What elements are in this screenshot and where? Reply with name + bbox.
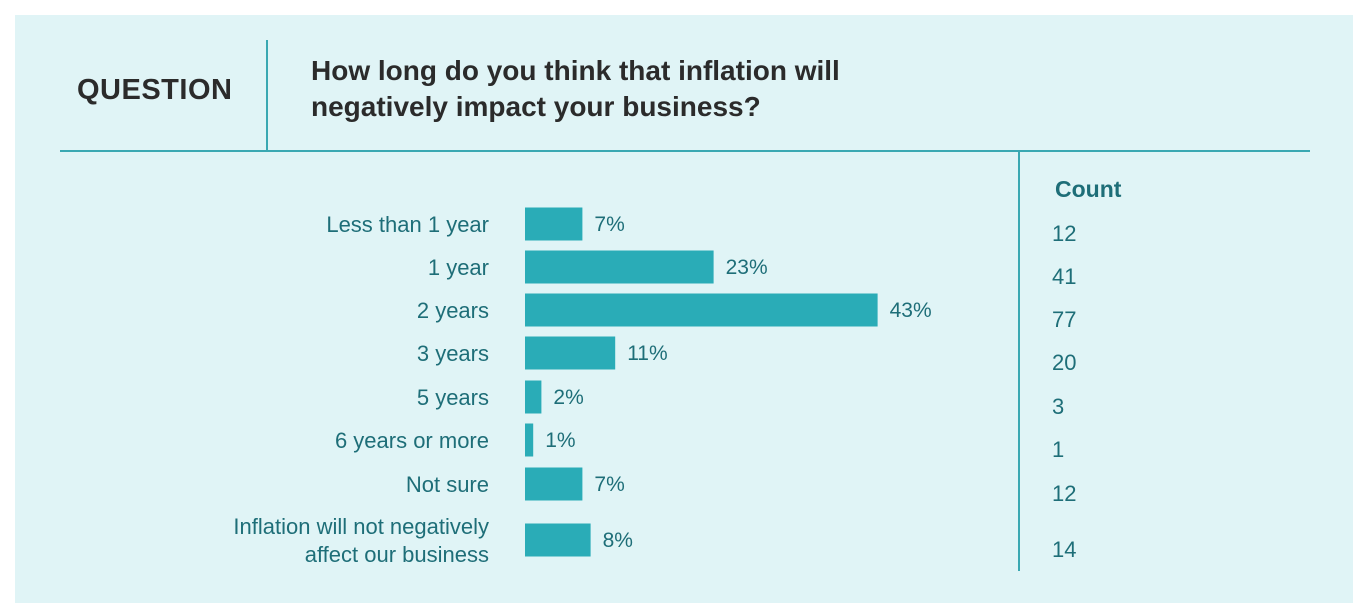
bar: [525, 250, 714, 284]
bar: [525, 336, 616, 370]
category-label: 1 year: [428, 255, 489, 280]
bar-value-label: 11%: [627, 342, 667, 365]
bar: [525, 523, 591, 557]
bar: [525, 293, 878, 327]
count-value: 3: [1052, 394, 1064, 419]
category-label: 3 years: [417, 341, 489, 366]
count-value: 12: [1052, 481, 1076, 506]
count-value: 20: [1052, 350, 1076, 375]
bar: [525, 380, 542, 414]
bar-value-label: 8%: [603, 529, 633, 552]
bar: [525, 423, 534, 457]
category-label: Less than 1 year: [326, 212, 489, 237]
bar-value-label: 43%: [890, 299, 932, 322]
count-value: 14: [1052, 537, 1076, 562]
count-value: 12: [1052, 221, 1076, 246]
question-text: How long do you think that inflation wil…: [311, 55, 840, 122]
category-label: 2 years: [417, 298, 489, 323]
count-value: 77: [1052, 307, 1076, 332]
bar-value-label: 1%: [545, 429, 575, 452]
bar-value-label: 2%: [553, 386, 583, 409]
question-label: QUESTION: [77, 74, 233, 106]
bar-value-label: 7%: [594, 473, 624, 496]
category-label: Inflation will not negatively: [233, 514, 489, 539]
count-value: 1: [1052, 437, 1064, 462]
header-rule: [60, 150, 1310, 152]
count-divider: [1018, 151, 1020, 571]
header-divider: [266, 40, 268, 152]
category-label: 6 years or more: [335, 428, 489, 453]
category-label: 5 years: [417, 385, 489, 410]
category-label: Not sure: [406, 472, 489, 497]
category-label: affect our business: [305, 542, 489, 567]
bar-value-label: 7%: [594, 213, 624, 236]
count-header: Count: [1055, 176, 1122, 202]
bar-value-label: 23%: [726, 256, 768, 279]
count-value: 41: [1052, 264, 1076, 289]
bar: [525, 207, 583, 241]
bar: [525, 467, 583, 501]
